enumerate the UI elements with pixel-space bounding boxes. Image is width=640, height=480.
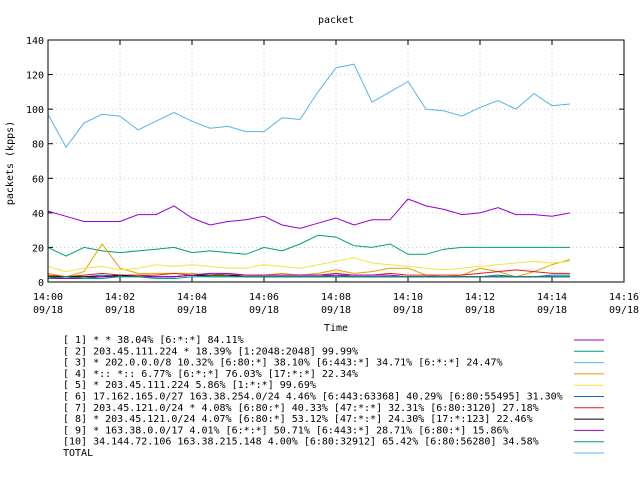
legend-label: [10] 34.144.72.106 163.38.215.148 4.00% … [63,437,539,448]
legend-label: [ 3] * 202.0.0.0/8 10.32% [6:80:*] 38.10… [63,358,503,369]
grid [48,40,624,282]
series-line-4 [47,243,571,278]
y-tick-label: 60 [32,174,44,185]
legend-label: [ 4] *:: *:: 6.77% [6:*:*] 76.03% [17:*:… [63,369,358,380]
legend-label: [ 7] 203.45.121.0/24 * 4.08% [6:80:*] 40… [63,403,539,414]
series-line-2 [47,234,570,257]
series-line-1 [47,198,571,229]
y-tick-label: 0 [38,278,44,289]
series-line-3 [47,63,571,149]
x-tick-label-date: 09/18 [609,305,639,316]
x-tick-label-date: 09/18 [249,305,279,316]
legend-label: [ 8] * 203.45.121.0/24 4.07% [6:80:*] 53… [63,414,533,425]
x-tick-label-date: 09/18 [177,305,207,316]
legend-label: [ 5] * 203.45.111.224 5.86% [1:*:*] 99.6… [63,380,316,391]
y-tick-label: 80 [32,140,44,151]
x-tick-label-time: 14:12 [465,292,495,303]
plot-frame [47,39,625,283]
x-tick-label-date: 09/18 [33,305,63,316]
y-axis-label: packets (kpps) [5,121,16,205]
series-lines [47,63,571,280]
y-tick-label: 140 [26,36,44,47]
legend-label: [ 6] 17.162.165.0/27 163.38.254.0/24 4.4… [63,392,563,403]
x-tick-label-date: 09/18 [105,305,135,316]
x-tick-label-date: 09/18 [321,305,351,316]
chart-title: packet [318,15,354,26]
x-axis-label: Time [324,323,348,334]
legend-label: [ 1] * * 38.04% [6:*:*] 84.11% [63,335,244,346]
x-tick-label-time: 14:02 [105,292,135,303]
x-axis-ticks: 14:00 09/18 14:02 09/18 14:04 09/18 14:06 09/18… [33,40,639,316]
x-tick-label-time: 14:16 [609,292,639,303]
series-line-5 [47,257,571,273]
legend: [ 1] * * 38.04% [6:*:*] 84.11%[ 2] 203.4… [63,335,604,459]
x-tick-label-time: 14:06 [249,292,279,303]
legend-label: TOTAL [63,448,93,459]
y-tick-label: 120 [26,71,44,82]
x-tick-label-time: 14:10 [393,292,423,303]
x-tick-label-date: 09/18 [393,305,423,316]
x-tick-label-date: 09/18 [465,305,495,316]
legend-label: [ 9] * 163.38.0.0/17 4.01% [6:*:*] 50.71… [63,425,509,436]
x-tick-label-date: 09/18 [537,305,567,316]
x-tick-label-time: 14:00 [33,292,63,303]
series-line-10 [47,276,570,279]
y-tick-label: 100 [26,105,44,116]
legend-label: [ 2] 203.45.111.224 * 18.39% [1:2048:204… [63,346,358,357]
y-axis-ticks: 0 20 40 60 80 100 120 140 [26,36,624,289]
x-tick-label-time: 14:08 [321,292,351,303]
x-tick-label-time: 14:14 [537,292,567,303]
x-tick-label-time: 14:04 [177,292,207,303]
y-tick-label: 40 [32,209,44,220]
y-tick-label: 20 [32,243,44,254]
